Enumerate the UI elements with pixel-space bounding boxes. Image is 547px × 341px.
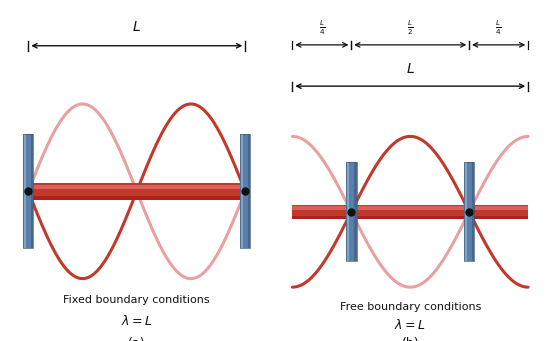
Bar bbox=[240, 134, 243, 249]
Bar bbox=[292, 216, 528, 219]
Bar bbox=[28, 184, 245, 189]
Bar bbox=[292, 206, 528, 210]
Text: $\frac{L}{2}$: $\frac{L}{2}$ bbox=[407, 18, 414, 37]
Bar bbox=[292, 205, 528, 219]
Text: $L$: $L$ bbox=[406, 62, 415, 76]
Text: (b): (b) bbox=[401, 337, 419, 341]
Text: Fixed boundary conditions: Fixed boundary conditions bbox=[63, 295, 210, 305]
Bar bbox=[24, 134, 26, 249]
Text: $\lambda = L$: $\lambda = L$ bbox=[394, 318, 426, 332]
Bar bbox=[473, 162, 474, 261]
Text: $\frac{L}{4}$: $\frac{L}{4}$ bbox=[318, 18, 325, 37]
Bar bbox=[346, 162, 357, 261]
Bar bbox=[346, 162, 357, 261]
Text: $L$: $L$ bbox=[132, 20, 141, 34]
Bar bbox=[24, 134, 33, 249]
Bar bbox=[464, 162, 467, 261]
Text: $\frac{L}{4}$: $\frac{L}{4}$ bbox=[496, 18, 502, 37]
Bar bbox=[24, 134, 33, 249]
Bar bbox=[31, 134, 33, 249]
Text: $\lambda = L$: $\lambda = L$ bbox=[121, 314, 153, 328]
Bar bbox=[240, 134, 250, 249]
Bar bbox=[28, 196, 245, 199]
Bar bbox=[464, 162, 474, 261]
Bar bbox=[464, 162, 474, 261]
Bar bbox=[354, 162, 357, 261]
Text: (a): (a) bbox=[128, 337, 146, 341]
Bar bbox=[240, 134, 250, 249]
Text: Free boundary conditions: Free boundary conditions bbox=[340, 301, 481, 312]
Bar bbox=[28, 183, 245, 199]
Bar bbox=[346, 162, 348, 261]
Bar bbox=[248, 134, 250, 249]
